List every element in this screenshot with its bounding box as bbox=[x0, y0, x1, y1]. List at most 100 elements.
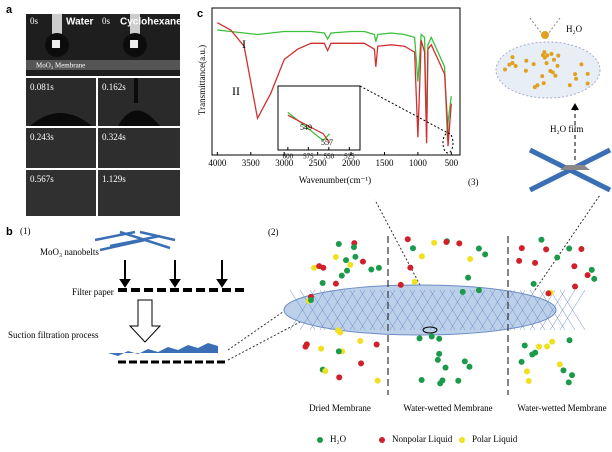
molecule-dot bbox=[336, 374, 342, 380]
molecule-dot bbox=[526, 378, 532, 384]
molecule-dot bbox=[436, 351, 442, 357]
panel-label: a bbox=[6, 4, 13, 16]
molecule-dot bbox=[339, 273, 345, 279]
network-node bbox=[549, 52, 553, 56]
molecule-dot bbox=[460, 289, 466, 295]
molecule-dot bbox=[524, 368, 530, 374]
legend-label: Polar Liquid bbox=[472, 434, 518, 444]
frame-time: 0.162s bbox=[102, 82, 126, 92]
figure: a 0s Water 0s Cyclohexane MoO₃ Membrane … bbox=[0, 0, 612, 452]
molecule-dot bbox=[482, 251, 488, 257]
inset-tick-label: 600 bbox=[283, 153, 294, 161]
molecule-dot bbox=[419, 253, 425, 259]
x-tick-label: 1500 bbox=[375, 158, 394, 168]
network-node bbox=[514, 64, 518, 68]
molecule-dot bbox=[407, 265, 413, 271]
frame-time: 0.081s bbox=[30, 82, 54, 92]
molecule-dot bbox=[571, 263, 577, 269]
molecule-dot bbox=[462, 358, 468, 364]
liquid: Water bbox=[66, 17, 94, 28]
molecule-dot bbox=[368, 267, 374, 273]
legend-dot bbox=[459, 437, 465, 443]
network-node bbox=[510, 55, 514, 59]
molecule-dot bbox=[435, 357, 441, 363]
network-node bbox=[540, 74, 544, 78]
x-tick-label: 4000 bbox=[208, 158, 227, 168]
molecule-dot bbox=[519, 359, 525, 365]
x-tick-label: 1000 bbox=[409, 158, 428, 168]
annotation: 557 bbox=[321, 138, 333, 147]
molecule-dot bbox=[531, 281, 537, 287]
molecule-dot bbox=[476, 287, 482, 293]
molecule-dot bbox=[316, 263, 322, 269]
network-node bbox=[532, 62, 536, 66]
frame-time: 1.129s bbox=[102, 174, 126, 184]
time: 0s bbox=[102, 16, 111, 26]
molecule-dot bbox=[333, 254, 339, 260]
molecule-dot bbox=[337, 330, 343, 336]
molecule-dot bbox=[545, 290, 551, 296]
film-label: H₂O film bbox=[550, 124, 583, 134]
molecule-dot bbox=[549, 339, 555, 345]
network-node bbox=[574, 77, 578, 81]
membrane-disc bbox=[284, 285, 556, 335]
network-node bbox=[524, 59, 528, 63]
molecule-dot bbox=[405, 236, 411, 242]
panel-label: b bbox=[6, 226, 13, 238]
molecule-dot bbox=[538, 237, 544, 243]
molecule-dot bbox=[351, 244, 357, 250]
frame-time: 0.324s bbox=[102, 132, 126, 142]
molecule-dot bbox=[336, 241, 342, 247]
molecule-dot bbox=[303, 344, 309, 350]
network-node bbox=[586, 72, 590, 76]
molecule-dot bbox=[560, 367, 566, 373]
molecule-dot bbox=[532, 350, 538, 356]
molecule-dot bbox=[456, 240, 462, 246]
series-label: I bbox=[242, 37, 246, 51]
molecule-dot bbox=[467, 256, 473, 262]
series-label: II bbox=[232, 84, 240, 98]
annotation: 549 bbox=[300, 123, 312, 132]
network bbox=[496, 42, 600, 98]
molecule-dot bbox=[554, 255, 560, 261]
nanobelts-label: MoO₃ nanobelts bbox=[40, 247, 99, 257]
molecule-dot bbox=[347, 262, 353, 268]
molecule-dot bbox=[567, 337, 573, 343]
molecule-dot bbox=[519, 245, 525, 251]
column-label: Water-wetted Membrane bbox=[517, 403, 606, 413]
network-node bbox=[511, 61, 515, 65]
molecule-dot bbox=[410, 245, 416, 251]
network-node bbox=[553, 74, 557, 78]
molecule-dot bbox=[543, 246, 549, 252]
molecule-dot bbox=[417, 335, 423, 341]
molecule-dot bbox=[344, 268, 350, 274]
molecule-dot bbox=[476, 245, 482, 251]
molecule-dot bbox=[465, 275, 471, 281]
network-node bbox=[573, 72, 577, 76]
molecule-dot bbox=[336, 348, 342, 354]
membrane bbox=[108, 343, 218, 356]
zoom-link bbox=[360, 86, 448, 133]
filter-label: Filter paper bbox=[72, 287, 114, 297]
molecule-dot bbox=[376, 265, 382, 271]
network-node bbox=[503, 68, 507, 72]
network-node bbox=[568, 83, 572, 87]
network-node bbox=[545, 53, 549, 57]
molecule-dot bbox=[374, 341, 380, 347]
substrate: MoO₃ Membrane bbox=[36, 62, 85, 70]
molecule-dot bbox=[357, 338, 363, 344]
molecule-dot bbox=[591, 276, 597, 282]
inset-tick-label: 575 bbox=[303, 153, 314, 161]
molecule-dot bbox=[308, 297, 314, 303]
process-label: Suction filtration process bbox=[8, 330, 99, 340]
molecule-dot bbox=[544, 343, 550, 349]
legend-label: Nonpolar Liquid bbox=[392, 434, 453, 444]
molecule-label: H₂O bbox=[566, 24, 583, 34]
molecule-dot bbox=[566, 245, 572, 251]
molecule-dot bbox=[566, 379, 572, 385]
molecule-dot bbox=[398, 282, 404, 288]
inset-tick-label: 525 bbox=[344, 153, 355, 161]
column-label: Water-wetted Membrane bbox=[403, 403, 492, 413]
photos bbox=[26, 14, 180, 216]
molecule-dot bbox=[343, 257, 349, 263]
